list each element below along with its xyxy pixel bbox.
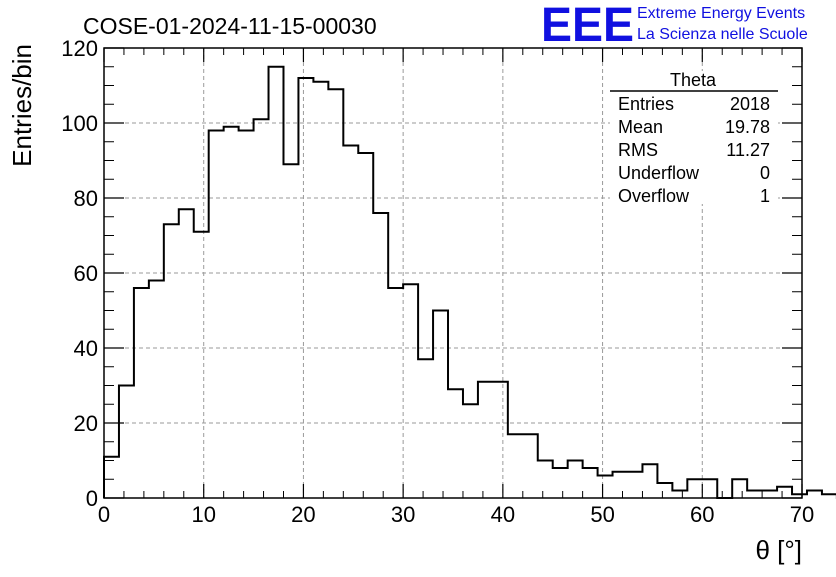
histogram-bin: [762, 491, 777, 499]
histogram-bin: [403, 284, 418, 498]
histogram-bin: [119, 386, 134, 499]
stats-row-value: 2018: [730, 94, 770, 114]
histogram-bin: [254, 119, 269, 498]
x-tick-label: 20: [291, 502, 315, 527]
plot-frame: [103, 47, 803, 499]
histogram-bin: [747, 491, 762, 499]
x-tick-label: 10: [191, 502, 215, 527]
x-axis-label: θ [°]: [755, 535, 802, 565]
histogram-bin: [194, 232, 209, 498]
histogram-bin: [493, 382, 508, 498]
x-tick-label: 0: [98, 502, 110, 527]
histogram-bin: [224, 127, 239, 498]
histogram-bin: [313, 82, 328, 498]
x-tick-label: 40: [491, 502, 515, 527]
chart-title: COSE-01-2024-11-15-00030: [83, 13, 377, 39]
y-tick-label: 60: [74, 261, 98, 286]
y-tick-label: 100: [61, 111, 98, 136]
histogram-bin: [583, 468, 598, 498]
y-tick-label: 0: [86, 486, 98, 511]
stats-row-value: 11.27: [726, 140, 770, 160]
stats-row-label: Mean: [618, 117, 663, 137]
histogram-bin: [702, 479, 717, 498]
stats-row-label: Entries: [618, 94, 674, 114]
histogram-bin: [179, 209, 194, 498]
histogram-bin: [478, 382, 493, 498]
stats-row-value: 19.78: [725, 117, 770, 137]
histogram-bin: [104, 457, 119, 498]
histogram-bin: [642, 464, 657, 498]
histogram-bin: [343, 146, 358, 499]
stats-box-title: Theta: [670, 70, 717, 90]
histogram-bin: [657, 483, 672, 498]
histogram-bin: [508, 434, 523, 498]
y-tick-label: 120: [61, 36, 98, 61]
eee-logo-line2: La Scienza nelle Scuole: [637, 26, 808, 43]
histogram-bin: [358, 153, 373, 498]
stats-box: Theta Entries 2018 Mean 19.78 RMS 11.27 Underf…: [610, 70, 778, 206]
histogram-bin: [777, 487, 792, 498]
histogram-bin: [328, 89, 343, 498]
histogram-bin: [209, 131, 224, 499]
histogram-bin: [269, 67, 284, 498]
histogram-bin: [448, 389, 463, 498]
histogram-bin: [822, 494, 836, 498]
histogram-bin: [598, 476, 613, 499]
stats-row-label: RMS: [618, 140, 658, 160]
histogram-bin: [672, 491, 687, 499]
stats-row-value: 1: [760, 186, 770, 206]
x-tick-label: 50: [590, 502, 614, 527]
histogram-bin: [239, 131, 254, 499]
histogram-bin: [732, 479, 747, 498]
histogram-bin: [628, 472, 643, 498]
histogram-bin: [134, 288, 149, 498]
histogram-bin: [792, 494, 807, 498]
histogram-bin: [807, 491, 822, 499]
y-axis-label: Entries/bin: [7, 44, 37, 167]
x-tick-label: 60: [690, 502, 714, 527]
histogram-bin: [463, 404, 478, 498]
x-tick-label: 70: [790, 502, 814, 527]
stats-row-label: Underflow: [618, 163, 700, 183]
histogram-bin: [613, 472, 628, 498]
histogram-bin: [523, 434, 538, 498]
histogram-bin: [149, 281, 164, 499]
histogram-bin: [164, 224, 179, 498]
eee-logo: EEE Extreme Energy Events La Scienza nel…: [541, 0, 808, 52]
histogram-bin: [687, 479, 702, 498]
histogram-bin: [568, 461, 583, 499]
histogram-bin: [418, 359, 433, 498]
eee-logo-mark: EEE: [541, 0, 634, 52]
histogram-bin: [283, 164, 298, 498]
stats-row-label: Overflow: [618, 186, 690, 206]
x-tick-label: 30: [391, 502, 415, 527]
y-tick-label: 20: [74, 411, 98, 436]
histogram-bin: [388, 288, 403, 498]
stats-row-value: 0: [760, 163, 770, 183]
y-tick-label: 80: [74, 186, 98, 211]
eee-logo-line1: Extreme Energy Events: [637, 5, 805, 22]
y-tick-label: 40: [74, 336, 98, 361]
histogram-bin: [433, 311, 448, 499]
histogram-bin: [553, 468, 568, 498]
histogram-bin: [298, 78, 313, 498]
histogram-bin: [373, 213, 388, 498]
histogram-bin: [538, 461, 553, 499]
